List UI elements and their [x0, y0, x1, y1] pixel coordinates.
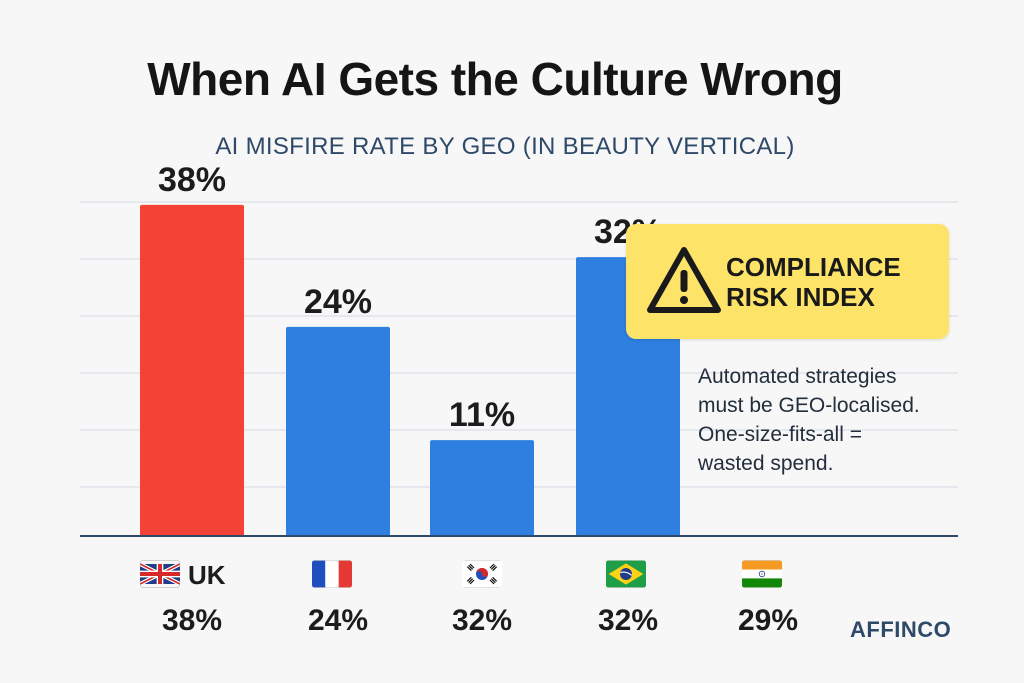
bar-2 [286, 326, 390, 536]
note-line-2: must be GEO-localised. [698, 394, 920, 417]
chart-subtitle: AI MISFIRE RATE BY GEO (IN BEAUTY VERTIC… [215, 133, 795, 160]
bar-value-label-1: 38% [158, 161, 226, 199]
brand-logo-text: AFFINCO [850, 617, 952, 642]
compliance-risk-callout: COMPLIANCE RISK INDEX [626, 224, 949, 339]
geo-value-brazil: 32% [597, 604, 659, 637]
geo-label-uk: UK [188, 560, 226, 590]
geo-value-south-korea: 32% [451, 604, 513, 637]
warning-icon [647, 247, 721, 313]
chart-title: When AI Gets the Culture Wrong [147, 53, 843, 105]
bar-3 [430, 440, 534, 536]
callout-line-2: RISK INDEX [726, 282, 875, 312]
note-line-3: One-size-fits-all = [698, 423, 862, 446]
note-line-1: Automated strategies [698, 365, 897, 388]
compliance-risk-text: COMPLIANCE RISK INDEX [726, 252, 941, 312]
south-korea-flag-icon [462, 560, 502, 588]
bars-group [140, 204, 680, 536]
callout-line-1: COMPLIANCE [726, 252, 901, 282]
note-line-4: wasted spend. [698, 452, 834, 475]
bar-value-label-3: 11% [449, 396, 515, 434]
strategy-note: Automated strategies must be GEO-localis… [698, 362, 978, 478]
bar-1 [140, 204, 244, 536]
uk-flag-icon [140, 560, 180, 588]
bar-value-label-2: 24% [304, 283, 372, 321]
geo-value-india: 29% [737, 604, 799, 637]
geo-value-france: 24% [307, 604, 369, 637]
india-flag-icon [742, 560, 782, 588]
geo-value-uk: 38% [161, 604, 223, 637]
france-flag-icon [312, 560, 352, 588]
brazil-flag-icon [606, 560, 646, 588]
